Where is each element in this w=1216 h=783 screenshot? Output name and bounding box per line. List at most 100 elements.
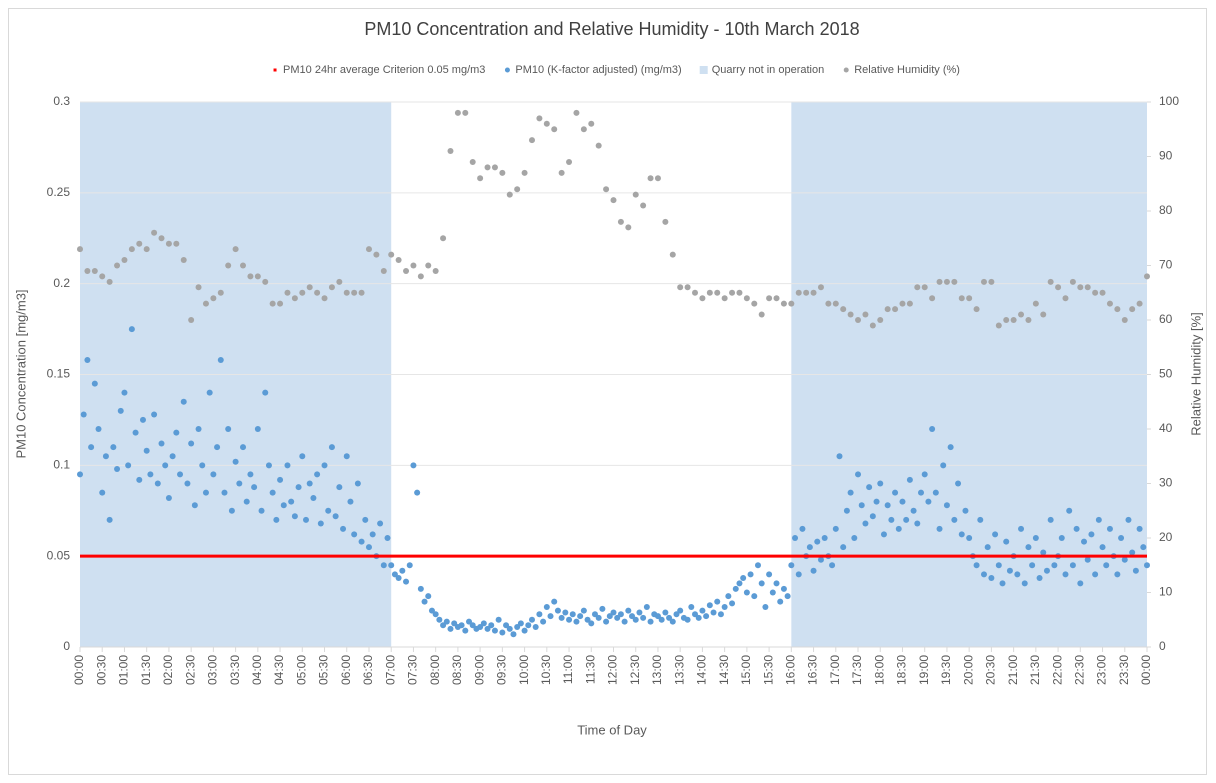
- point: [1092, 289, 1099, 296]
- point: [903, 516, 910, 523]
- point: [417, 273, 424, 280]
- x-tick-label: 06:30: [361, 655, 375, 685]
- point: [995, 322, 1002, 329]
- x-tick-label: 08:30: [450, 655, 464, 685]
- point: [425, 593, 432, 600]
- point: [277, 300, 284, 307]
- point: [277, 476, 284, 483]
- point: [165, 495, 172, 502]
- x-tick-label: 07:00: [383, 655, 397, 685]
- point: [921, 284, 928, 291]
- point: [299, 289, 306, 296]
- point: [562, 609, 569, 616]
- point: [717, 611, 724, 618]
- point: [214, 444, 221, 451]
- point: [369, 531, 376, 538]
- point: [480, 620, 487, 627]
- point: [410, 462, 417, 469]
- point: [462, 109, 469, 116]
- point: [132, 429, 139, 436]
- y2-axis-title: Relative Humidity [%]: [1188, 312, 1203, 436]
- x-tick-label: 15:00: [739, 655, 753, 685]
- point: [725, 593, 732, 600]
- point: [1018, 311, 1025, 318]
- x-tick-label: 05:00: [294, 655, 308, 685]
- point: [151, 411, 158, 418]
- point: [566, 616, 573, 623]
- point: [195, 426, 202, 432]
- point: [177, 471, 184, 478]
- point: [136, 240, 143, 247]
- x-tick-label: 20:00: [961, 655, 975, 685]
- point: [580, 126, 587, 133]
- point: [984, 544, 991, 551]
- point: [810, 567, 817, 574]
- point: [617, 611, 624, 618]
- point: [706, 289, 713, 296]
- point: [240, 262, 247, 269]
- point: [114, 262, 121, 269]
- x-tick-label: 09:00: [472, 655, 486, 685]
- point: [288, 498, 295, 505]
- point: [1014, 571, 1021, 578]
- point: [477, 624, 484, 631]
- point: [643, 604, 650, 611]
- point: [873, 498, 880, 505]
- point: [1103, 562, 1110, 569]
- point: [1047, 516, 1054, 523]
- point: [947, 444, 954, 451]
- point: [666, 614, 673, 621]
- point: [688, 604, 695, 611]
- point: [621, 618, 628, 625]
- point: [1118, 535, 1125, 541]
- point: [99, 273, 106, 280]
- point: [184, 480, 191, 487]
- point: [980, 571, 987, 578]
- point: [769, 589, 776, 596]
- point: [892, 489, 899, 496]
- point: [703, 613, 710, 620]
- point: [892, 306, 899, 313]
- point: [1144, 273, 1150, 280]
- point: [510, 631, 517, 638]
- point: [558, 169, 565, 176]
- legend-item: Relative Humidity (%): [843, 64, 960, 76]
- point: [1140, 544, 1147, 551]
- point: [795, 571, 802, 578]
- legend-item: PM10 (K-factor adjusted) (mg/m3): [504, 64, 682, 76]
- point: [384, 535, 391, 541]
- point: [1132, 567, 1139, 574]
- point: [1040, 549, 1047, 556]
- point: [632, 191, 639, 198]
- point: [340, 525, 347, 532]
- point: [188, 440, 195, 447]
- point: [84, 267, 91, 274]
- point: [440, 235, 447, 242]
- point: [625, 224, 632, 231]
- point: [662, 218, 669, 225]
- point: [810, 289, 817, 296]
- point: [669, 618, 676, 625]
- point: [1077, 284, 1084, 291]
- y2-tick-label: 0: [1159, 639, 1166, 653]
- x-tick-label: 20:30: [984, 655, 998, 685]
- point: [258, 507, 265, 514]
- point: [658, 616, 665, 623]
- point: [758, 580, 765, 587]
- point: [1125, 516, 1132, 523]
- legend-marker: [843, 67, 849, 73]
- point: [943, 502, 950, 509]
- point: [951, 278, 958, 285]
- point: [943, 278, 950, 285]
- point: [165, 240, 172, 247]
- point: [825, 300, 832, 307]
- y2-tick-label: 10: [1159, 585, 1173, 599]
- point: [199, 462, 206, 469]
- point: [773, 580, 780, 587]
- point: [788, 562, 795, 569]
- point: [569, 611, 576, 618]
- point: [221, 489, 228, 496]
- x-tick-label: 01:30: [139, 655, 153, 685]
- point: [314, 289, 321, 296]
- point: [343, 453, 350, 460]
